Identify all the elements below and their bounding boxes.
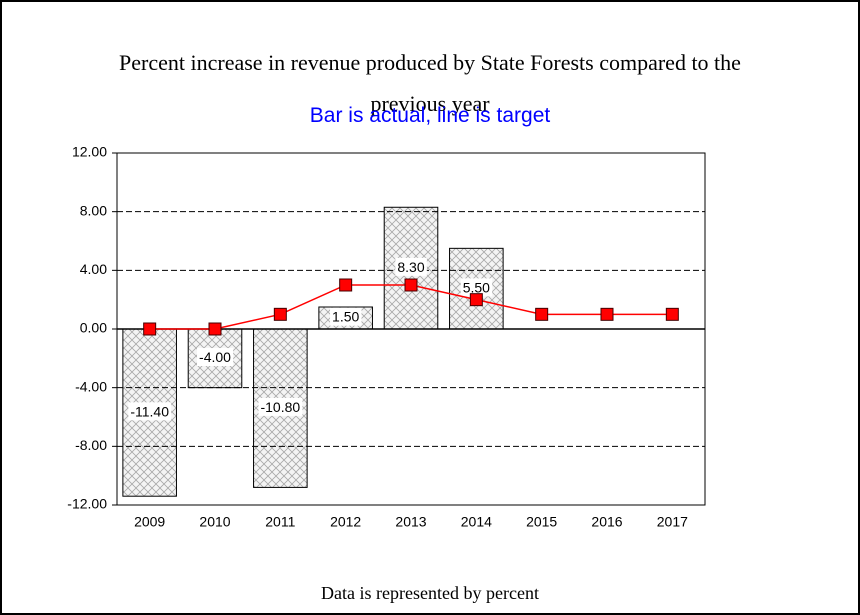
value-label: 1.50 [332, 309, 359, 325]
x-tick-label: 2012 [330, 514, 361, 530]
target-marker [404, 278, 418, 292]
chart-title: Percent increase in revenue produced by … [119, 50, 741, 116]
target-marker [143, 322, 157, 336]
y-tick-label: 12.00 [72, 144, 107, 160]
target-marker [208, 322, 222, 336]
y-tick-label: -4.00 [75, 378, 107, 394]
y-tick-label: -8.00 [75, 437, 107, 453]
value-label-bg [128, 402, 172, 421]
value-label: 8.30 [397, 259, 424, 275]
x-tick-label: 2013 [395, 514, 426, 530]
value-label-bg [395, 257, 427, 276]
value-label-bg [330, 307, 362, 326]
x-tick-label: 2010 [199, 514, 230, 530]
value-label: 5.50 [463, 279, 490, 295]
y-tick-label: 4.00 [80, 261, 107, 277]
x-tick-label: 2016 [591, 514, 622, 530]
x-tick-label: 2011 [265, 514, 295, 530]
value-label-bg [197, 348, 234, 367]
target-marker [665, 307, 679, 321]
y-tick-label: 8.00 [80, 202, 107, 218]
x-tick-label: 2015 [526, 514, 557, 530]
target-marker [469, 293, 483, 307]
value-label: -4.00 [199, 349, 231, 365]
x-tick-label: 2009 [134, 514, 165, 530]
target-marker [339, 278, 353, 292]
y-tick-label: 0.00 [80, 320, 107, 336]
x-tick-label: 2017 [657, 514, 688, 530]
target-marker [273, 307, 287, 321]
chart-subtitle: Bar is actual, line is target [309, 104, 551, 127]
x-tick-label: 2014 [461, 514, 492, 530]
target-marker [600, 307, 614, 321]
value-label-bg [460, 278, 493, 297]
value-label: -10.80 [260, 399, 300, 415]
target-marker [535, 307, 549, 321]
y-tick-label: -12.00 [67, 496, 107, 512]
value-label: -11.40 [130, 403, 169, 419]
value-label-bg [258, 397, 303, 416]
chart-footer: Data is represented by percent [321, 583, 539, 603]
